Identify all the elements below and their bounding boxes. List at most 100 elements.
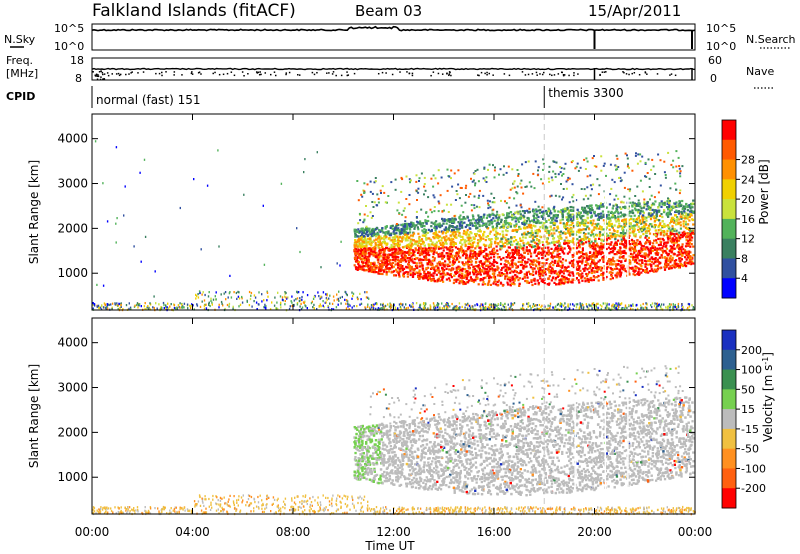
power-point <box>681 243 684 246</box>
power-point <box>517 260 520 263</box>
power-point <box>566 270 569 273</box>
power-point <box>460 248 463 251</box>
power-point <box>452 229 455 232</box>
power-point <box>575 277 578 280</box>
power-point <box>685 242 688 245</box>
power-point <box>431 241 434 244</box>
power-point <box>633 273 637 277</box>
power-point <box>647 259 650 262</box>
power-point <box>617 218 620 221</box>
power-point <box>637 262 640 265</box>
power-point <box>653 239 656 242</box>
power-point <box>586 205 589 208</box>
power-point <box>686 209 689 212</box>
nave-point <box>503 73 506 75</box>
power-point <box>555 220 558 223</box>
power-point <box>547 251 551 254</box>
power-point <box>374 241 377 245</box>
power-point <box>668 267 671 270</box>
power-point <box>677 212 680 215</box>
nave-point <box>298 74 301 76</box>
power-point <box>556 215 559 219</box>
nave-point <box>450 74 452 77</box>
power-point <box>496 232 499 235</box>
power-point <box>533 212 536 215</box>
power-point <box>590 207 594 210</box>
power-point <box>463 221 466 224</box>
power-point <box>481 250 484 253</box>
power-point <box>655 209 658 212</box>
power-point <box>455 280 458 283</box>
power-point <box>377 271 380 274</box>
power-point <box>619 275 622 278</box>
power-point <box>488 223 491 226</box>
power-point <box>571 213 574 216</box>
power-point <box>452 232 455 235</box>
power-point <box>498 233 502 236</box>
power-point <box>401 236 405 239</box>
power-point <box>634 267 638 270</box>
power-point <box>689 261 692 264</box>
power-point <box>522 244 526 247</box>
power-point <box>578 265 581 268</box>
power-point <box>468 247 471 250</box>
power-point <box>548 275 551 278</box>
power-point <box>441 278 444 281</box>
power-point <box>482 280 485 283</box>
power-point <box>623 220 626 223</box>
power-point <box>392 230 395 233</box>
power-point <box>409 268 412 271</box>
power-point <box>441 272 444 275</box>
power-point <box>463 264 466 267</box>
power-point <box>578 215 582 218</box>
power-point <box>680 217 683 220</box>
power-point <box>437 277 441 280</box>
power-point <box>368 247 371 250</box>
power-point <box>567 273 570 276</box>
power-point <box>469 261 472 264</box>
power-point <box>388 253 391 256</box>
power-point <box>597 253 600 256</box>
power-point <box>677 234 680 237</box>
power-point <box>527 252 530 255</box>
nave-point <box>328 72 330 74</box>
power-point <box>491 212 494 215</box>
power-point <box>564 232 567 235</box>
power-point <box>624 270 627 273</box>
power-point <box>437 255 440 258</box>
power-point <box>500 247 503 250</box>
power-point <box>586 236 589 239</box>
nave-point <box>102 73 104 76</box>
power-point <box>666 214 669 217</box>
power-point <box>522 242 525 245</box>
power-point <box>679 224 682 227</box>
power-point <box>623 224 626 227</box>
power-point <box>410 225 413 228</box>
nave-point <box>274 74 277 77</box>
nave-point <box>549 73 551 76</box>
power-point <box>683 264 686 267</box>
power-point <box>622 232 625 235</box>
power-point <box>673 228 677 231</box>
power-point <box>591 209 594 212</box>
power-point <box>458 280 461 283</box>
power-point <box>391 245 394 248</box>
power-point <box>368 238 371 241</box>
power-point <box>361 232 364 236</box>
power-point <box>467 258 470 261</box>
power-point <box>487 220 490 223</box>
power-point <box>445 246 448 249</box>
power-point <box>596 270 599 273</box>
power-point <box>590 231 593 234</box>
power-point <box>596 218 599 221</box>
power-point <box>600 273 603 276</box>
power-point <box>367 247 370 250</box>
nave-point <box>563 74 566 76</box>
power-point <box>421 229 424 232</box>
power-point <box>679 221 682 224</box>
power-point <box>363 249 366 252</box>
power-point <box>430 279 433 282</box>
power-point <box>515 230 518 233</box>
power-point <box>557 235 560 238</box>
power-point <box>581 238 584 241</box>
